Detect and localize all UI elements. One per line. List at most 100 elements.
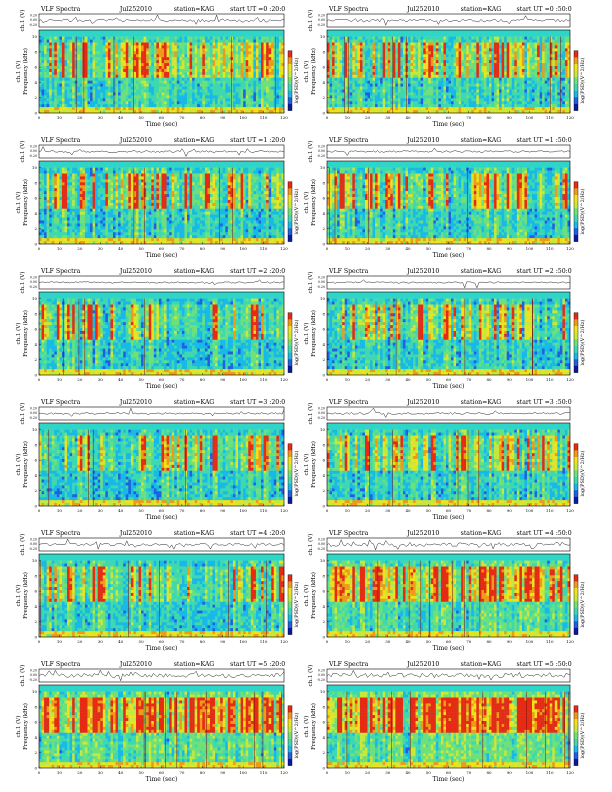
spectrogram-cell [49, 87, 52, 90]
spectrogram-cell [123, 54, 126, 57]
spectrogram-cell [52, 63, 55, 66]
spectrogram-cell [116, 60, 119, 63]
spectrogram-cell [98, 98, 101, 101]
spectrogram-cell [116, 43, 119, 46]
spectrogram-cell [100, 51, 103, 54]
panel-title: VLF Spectra [40, 6, 81, 13]
spectrogram-cell [85, 101, 88, 104]
spectrogram-cell [121, 40, 124, 43]
spectrogram-cell [80, 81, 83, 84]
spectrogram-cell [116, 92, 119, 95]
spectrogram-cell [121, 66, 124, 69]
spectrogram-cell [42, 101, 45, 104]
spectrogram-cell [72, 75, 75, 78]
spectrogram-cell [54, 48, 57, 51]
spectrogram-cell [72, 66, 75, 69]
spectrogram-cell [54, 37, 57, 40]
spectrogram-cell [67, 51, 70, 54]
spectrogram-cell [67, 54, 70, 57]
spectrogram-cell [87, 101, 90, 104]
spectrogram-cell [39, 110, 42, 113]
spectrogram-cell [118, 110, 121, 113]
spectrogram-cell [67, 57, 70, 60]
spectrogram-cell [123, 40, 126, 43]
spectrogram-cell [113, 95, 116, 98]
spectrogram-cell [87, 54, 90, 57]
spectrogram-cell [77, 69, 80, 72]
spectrogram-cell [131, 57, 134, 60]
spectrogram-cell [116, 75, 119, 78]
spectrogram-cell [128, 90, 131, 93]
spectrogram-cell [110, 104, 113, 107]
spectrogram-cell [72, 107, 75, 110]
spectrogram-cell [65, 81, 68, 84]
spectrogram-cell [77, 72, 80, 75]
voltage-tick-label: 0.00 [30, 18, 37, 22]
spectrogram-cell [42, 54, 45, 57]
spectrogram-cell [121, 87, 124, 90]
spectrogram-cell [70, 72, 73, 75]
spectrogram-cell [62, 66, 65, 69]
spectrogram-cell [49, 60, 52, 63]
voltage-tick-label: 0.20 [30, 14, 37, 18]
spectrogram-cell [47, 66, 50, 69]
spectrogram-cell [39, 43, 42, 46]
spectrogram-cell [80, 101, 83, 104]
spectrogram-cell [90, 87, 93, 90]
spectrogram-cell [100, 92, 103, 95]
spectrogram-cell [49, 95, 52, 98]
spectrogram-cell [67, 45, 70, 48]
spectrogram-cell [47, 37, 50, 40]
spectrogram-cell [100, 98, 103, 101]
spectrogram-cell [47, 95, 50, 98]
spectrogram-cell [103, 92, 106, 95]
spectrogram-cell [57, 69, 60, 72]
spectrogram-cell [49, 66, 52, 69]
spectrogram-cell [72, 84, 75, 87]
spectrogram-cell [87, 98, 90, 101]
spectrogram-cell [131, 63, 134, 66]
spectrogram-cell [98, 57, 101, 60]
spectrogram-cell [98, 37, 101, 40]
spectrogram-cell [90, 104, 93, 107]
spectrogram-cell [39, 48, 42, 51]
spectrogram-cell [67, 78, 70, 81]
spectrogram-cell [128, 51, 131, 54]
spectrogram-cell [39, 84, 42, 87]
spectrogram-cell [57, 95, 60, 98]
waveform-axis-label: ch.1 (V) [19, 10, 26, 32]
spectrogram-cell [72, 54, 75, 57]
spectrogram-cell [126, 48, 129, 51]
spectrogram-cell [67, 48, 70, 51]
spectrogram-cell [52, 54, 55, 57]
spectrogram-cell [47, 72, 50, 75]
spectrogram-cell [80, 48, 83, 51]
spectrogram-cell [103, 63, 106, 66]
spectrogram-cell [98, 72, 101, 75]
spectrogram-cell [65, 90, 68, 93]
spectrogram-cell [80, 66, 83, 69]
spectrogram-cell [72, 78, 75, 81]
spectrogram-cell [98, 104, 101, 107]
spectrogram-cell [110, 84, 113, 87]
spectrogram-cell [80, 107, 83, 110]
spectrogram-cell [70, 95, 73, 98]
spectrogram-cell [52, 40, 55, 43]
spectrogram-cell [70, 63, 73, 66]
spectrogram-cell [47, 63, 50, 66]
spectrogram-cell [121, 63, 124, 66]
spectrogram-cell [47, 98, 50, 101]
spectrogram-cell [77, 45, 80, 48]
spectrogram-cell [77, 78, 80, 81]
spectrogram-cell [98, 81, 101, 84]
spectrogram-cell [70, 87, 73, 90]
spectrogram-cell [85, 54, 88, 57]
spectrogram-cell [54, 45, 57, 48]
spectrogram-cell [95, 84, 98, 87]
spectrogram-cell [100, 63, 103, 66]
spectrogram-cell [118, 78, 121, 81]
spectrogram-cell [128, 75, 131, 78]
spectrogram-cell [57, 45, 60, 48]
spectrogram-cell [116, 66, 119, 69]
spectrogram-cell [44, 40, 47, 43]
